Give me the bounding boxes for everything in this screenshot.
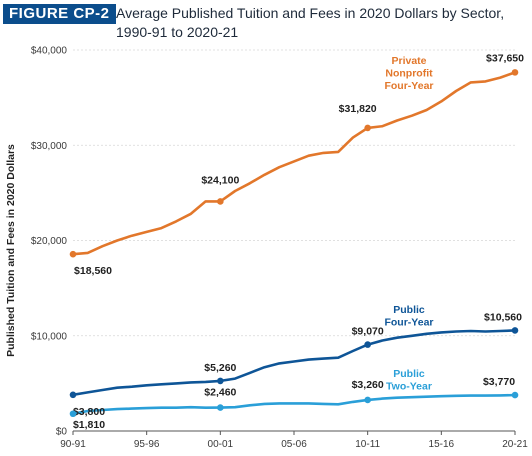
data-label: $9,070 [352, 326, 384, 338]
data-label: $1,810 [73, 419, 105, 431]
x-tick-label: 15-16 [429, 439, 455, 450]
data-marker-public_four_year [364, 341, 371, 348]
figure-label: FIGURE CP-2 [3, 4, 116, 24]
data-marker-public_two_year [217, 404, 224, 411]
data-label: $3,800 [73, 406, 105, 418]
data-marker-public_two_year [511, 391, 519, 399]
series-name-line: Public [393, 304, 425, 316]
series-line-public_four_year [71, 329, 517, 397]
series-name-public_four_year: Public Four-Year [384, 304, 433, 329]
x-tick-label: 05-06 [281, 439, 307, 450]
y-tick-label: $0 [56, 427, 68, 438]
data-label: $3,770 [483, 376, 515, 388]
data-label: $5,260 [204, 362, 236, 374]
y-tick-label: $10,000 [31, 331, 68, 342]
series-lines [71, 71, 517, 416]
data-marker-public_four_year [217, 377, 224, 385]
series-line-public_two_year [71, 393, 517, 416]
data-marker-private_nonprofit [364, 124, 371, 132]
data-marker-public_two_year [364, 396, 371, 404]
y-tick-label: $20,000 [31, 236, 68, 247]
x-tick-label: 10-11 [355, 439, 380, 450]
figure-header: FIGURE CP-2 Average Published Tuition an… [0, 0, 532, 50]
x-tick-label: 95-96 [134, 439, 160, 450]
y-tick-label: $40,000 [31, 46, 68, 57]
data-label: $37,650 [486, 52, 524, 64]
chart-title-line-2: 1990-91 to 2020-21 [116, 24, 239, 40]
x-tick-label: 00-01 [208, 439, 234, 450]
x-tick-label: 20-21 [502, 439, 528, 450]
data-marker-public_four_year [69, 391, 77, 399]
series-name-line: Private [391, 55, 426, 67]
data-label: $3,260 [352, 379, 384, 391]
axes: $0 $10,000 $20,000 $30,000 $40,000 90-91 95-96… [5, 46, 528, 451]
data-marker-public_four_year [511, 327, 519, 334]
data-marker-public_two_year [69, 410, 77, 418]
series-name-private_nonprofit: Private Nonprofit Four-Year [384, 55, 433, 92]
data-label: $31,820 [339, 103, 377, 115]
data-labels: $18,560 $24,100 $31,820 $37,650 $3,800 $5,260… [69, 52, 524, 431]
data-label: $10,560 [484, 311, 522, 323]
data-marker-private_nonprofit [69, 250, 77, 258]
series-name-line: Two-Year [386, 381, 432, 393]
chart-title-line-1: Average Published Tuition and Fees in 20… [116, 5, 505, 21]
gridlines [73, 49, 515, 337]
series-name-line: Four-Year [384, 80, 433, 92]
series-name-public_two_year: Public Two-Year [386, 368, 432, 393]
data-label: $2,460 [204, 387, 236, 399]
chart-title: Average Published Tuition and Fees in 20… [116, 4, 516, 42]
x-tick-label: 90-91 [60, 439, 86, 450]
series-name-line: Four-Year [384, 317, 433, 329]
series-name-line: Public [393, 368, 425, 380]
series-name-line: Nonprofit [385, 68, 433, 80]
data-marker-private_nonprofit [511, 69, 519, 76]
data-label: $18,560 [74, 265, 112, 277]
data-marker-private_nonprofit [217, 198, 224, 205]
data-label: $24,100 [201, 174, 239, 186]
y-tick-label: $30,000 [31, 141, 68, 152]
y-axis-title: Published Tuition and Fees in 2020 Dolla… [5, 144, 17, 357]
series-line-private_nonprofit [71, 71, 517, 256]
